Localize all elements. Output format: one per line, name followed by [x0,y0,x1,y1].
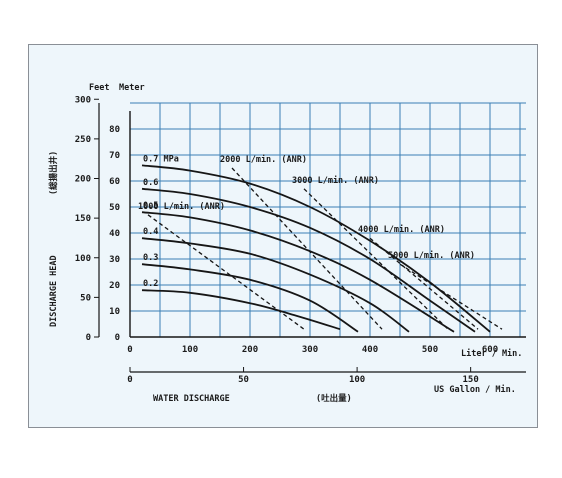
x-axis-label: WATER DISCHARGE [153,394,230,404]
y-meter-tick-label: 0 [115,333,120,343]
x-gallon-tick-label: 0 [127,375,132,385]
pressure-curve-label: 0.4 [143,227,158,237]
x-gallon-unit: US Gallon / Min. [434,384,516,395]
y-meter-title: Meter [119,83,145,93]
pressure-curve-1 [141,164,491,333]
grid [130,102,526,337]
y-feet-tick-label: 150 [75,214,91,224]
axes [98,103,526,373]
pressure-curve-label: 0.6 [143,178,158,188]
x-axis-label-jp: (吐出量) [316,393,352,404]
x-gallon-tick-label: 100 [349,375,365,385]
y-meter-tick-label: 10 [109,307,120,317]
x-gallon-tick-label: 150 [463,375,479,385]
y-meter-tick-label: 70 [109,151,120,161]
chart-labels: Feet Meter Liter / Min. US Gallon / Min.… [48,83,522,404]
air-line-label: 3000 L/min. (ANR) [292,175,379,186]
air-line-5 [399,263,503,330]
y-meter-tick-label: 50 [109,203,120,213]
y-meter-tick-label: 40 [109,229,120,239]
x-liter-tick-label: 200 [242,345,258,355]
y-feet-title: Feet [89,83,109,93]
pressure-curves: 0.7 MPa 0.6 0.5 0.4 0.3 0.2 [141,154,491,333]
y-feet-tick-label: 200 [75,175,91,185]
pressure-curve-4 [141,237,410,333]
x-liter-tick-label: 500 [422,345,438,355]
air-line-label: 2000 L/min. (ANR) [220,154,307,165]
y-feet-tick-label: 250 [75,135,91,145]
y-meter-tick-label: 20 [109,281,120,291]
pressure-curve-label: 0.2 [143,279,158,289]
pressure-curve-3 [141,211,455,333]
x-gallon-tick-label: 50 [238,375,249,385]
pressure-curve-6 [141,289,341,331]
y-feet-tick-label: 50 [80,293,91,303]
y-meter-tick-label: 30 [109,255,120,265]
y-meter-tick-label: 80 [109,125,120,135]
air-line-label: 5000 L/min. (ANR) [388,250,475,261]
y-axis-label: DISCHARGE HEAD [49,255,59,327]
chart-frame: 0 100 200 300 400 500 600 0 50 100 150 0 10 20 30 40 50 6… [28,44,538,428]
x-liter-tick-label: 100 [182,345,198,355]
pressure-curve-label: 0.7 MPa [143,154,179,164]
y-feet-tick-label: 100 [75,254,91,264]
x-liter-tick-label: 300 [302,345,318,355]
air-line-3 [303,188,449,330]
y-feet-tick-label: 300 [75,95,91,105]
x-liter-unit: Liter / Min. [461,348,522,359]
air-line-label: 4000 L/min. (ANR) [358,224,445,235]
pressure-curve-label: 0.3 [143,253,158,263]
pressure-curve-2 [141,187,476,333]
pressure-curve-label: 0.5 [143,201,158,211]
x-liter-tick-label: 400 [362,345,378,355]
pressure-curve-5 [141,263,359,333]
y-feet-tick-label: 0 [86,333,91,343]
air-line-label: 1000 L/min. (ANR) [138,201,225,212]
x-liter-tick-label: 600 [482,345,498,355]
y-axis-label-jp: (総揚出井) [48,151,59,195]
air-consumption-lines: 1000 L/min. (ANR) 2000 L/min. (ANR) 3000 L… [138,154,503,330]
air-line-2 [231,167,383,330]
x-liter-tick-label: 0 [127,345,132,355]
y-meter-tick-label: 60 [109,177,120,187]
